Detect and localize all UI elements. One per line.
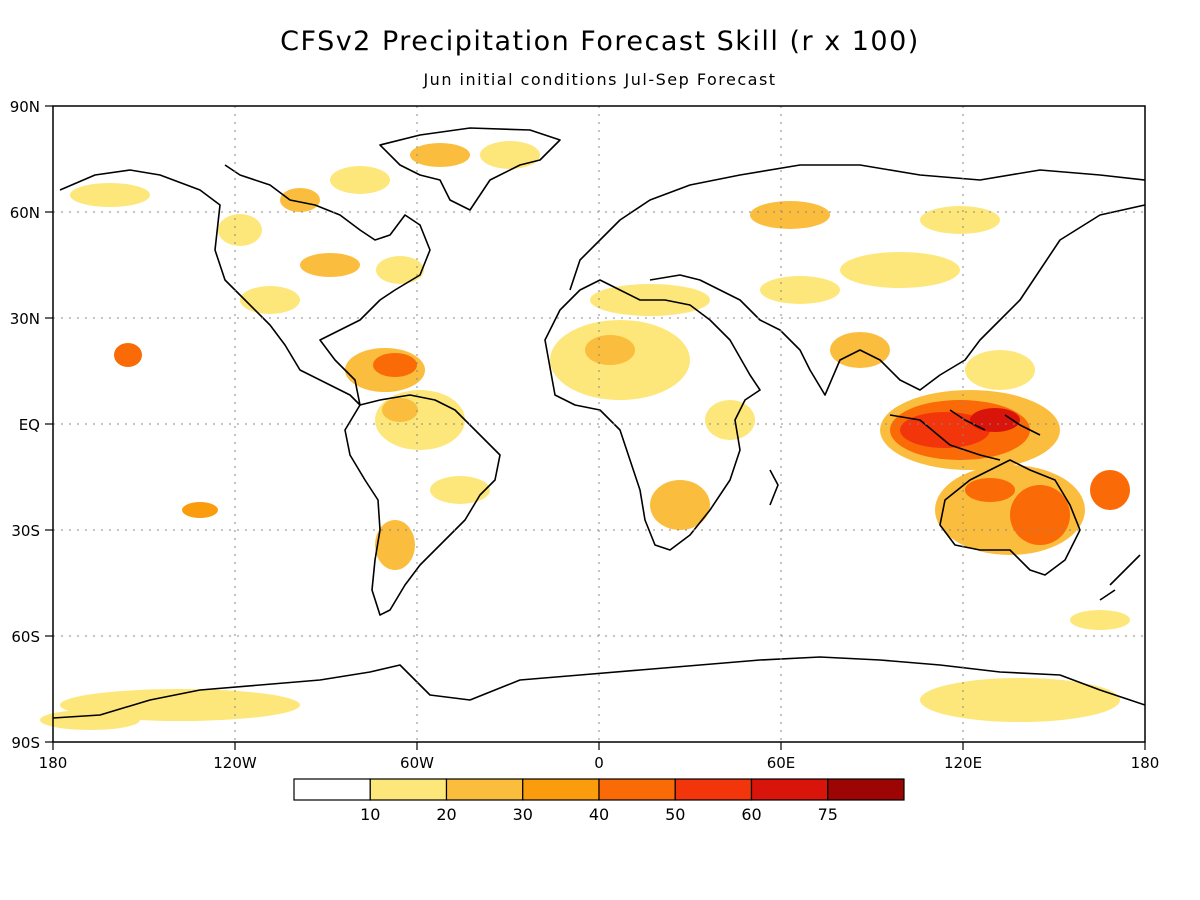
colorbar-label: 75 bbox=[818, 805, 838, 824]
skill-patch bbox=[280, 188, 320, 212]
coastline-antarctica bbox=[52, 656, 1146, 719]
lat-label: 60S bbox=[11, 628, 40, 646]
skill-patch bbox=[40, 710, 140, 730]
coastline-madagascar bbox=[769, 469, 779, 506]
skill-patch bbox=[430, 476, 490, 504]
colorbar-swatch bbox=[674, 778, 753, 801]
skill-patch bbox=[410, 143, 470, 167]
lon-label: 180 bbox=[1131, 754, 1160, 772]
skill-patch bbox=[218, 214, 262, 246]
axis-ticks bbox=[45, 105, 1146, 750]
skill-patch bbox=[705, 400, 755, 440]
skill-patch bbox=[182, 502, 218, 518]
map-panel: 90N 60N 30N EQ 30S 60S 90S 180 120W 60W … bbox=[10, 98, 1160, 772]
skill-patch bbox=[480, 141, 540, 169]
lat-label: 30S bbox=[11, 522, 40, 540]
colorbar-swatch bbox=[827, 778, 905, 801]
skill-patch bbox=[920, 678, 1120, 722]
longitude-labels: 180 120W 60W 0 60E 120E 180 bbox=[39, 754, 1160, 772]
coastline-north-america bbox=[59, 164, 431, 406]
coastline-south-america bbox=[344, 394, 501, 616]
skill-patch bbox=[585, 335, 635, 365]
lat-label: 90N bbox=[10, 98, 40, 116]
colorbar-swatch bbox=[750, 778, 829, 801]
skill-patch bbox=[1090, 470, 1130, 510]
lat-label: 90S bbox=[11, 734, 40, 752]
lon-label: 120W bbox=[213, 754, 257, 772]
lat-label: 30N bbox=[10, 310, 40, 328]
lat-label: EQ bbox=[19, 416, 40, 434]
skill-patch bbox=[382, 398, 418, 422]
colorbar-label: 20 bbox=[436, 805, 456, 824]
skill-patch bbox=[300, 253, 360, 277]
coastline-indonesia bbox=[889, 409, 1041, 461]
skill-patch bbox=[840, 252, 960, 288]
coastline-eurasia bbox=[569, 164, 1146, 396]
skill-patch bbox=[114, 343, 142, 367]
coastlines bbox=[52, 127, 1146, 719]
skill-patch bbox=[750, 201, 830, 229]
map-title: CFSv2 Precipitation Forecast Skill (r x … bbox=[280, 26, 920, 57]
colorbar-label: 30 bbox=[513, 805, 533, 824]
skill-patch bbox=[373, 353, 417, 377]
skill-patch bbox=[376, 256, 424, 284]
lon-label: 60W bbox=[400, 754, 434, 772]
coastline-greenland bbox=[379, 127, 561, 211]
lon-label: 0 bbox=[594, 754, 604, 772]
colorbar-swatch bbox=[598, 778, 676, 801]
colorbar-swatch bbox=[522, 778, 600, 801]
skill-patch bbox=[965, 350, 1035, 390]
skill-patch bbox=[970, 408, 1020, 432]
colorbar-swatch bbox=[445, 778, 524, 801]
skill-patch bbox=[650, 480, 710, 530]
colorbar-swatch bbox=[293, 778, 371, 801]
skill-patch bbox=[375, 520, 415, 570]
graticule bbox=[53, 106, 1145, 742]
coastline-africa-europe bbox=[544, 279, 761, 551]
colorbar-swatch bbox=[369, 778, 448, 801]
colorbar-label: 50 bbox=[665, 805, 685, 824]
skill-patch bbox=[920, 206, 1000, 234]
skill-patch bbox=[1070, 610, 1130, 630]
coastline-australia bbox=[939, 459, 1081, 576]
colorbar-label: 40 bbox=[589, 805, 609, 824]
skill-patch bbox=[330, 166, 390, 194]
skill-patch bbox=[965, 478, 1015, 502]
skill-patch bbox=[70, 183, 150, 207]
skill-field bbox=[40, 141, 1130, 730]
lon-label: 180 bbox=[39, 754, 68, 772]
coastline-new-zealand bbox=[1099, 554, 1141, 601]
skill-patch bbox=[1010, 485, 1070, 545]
skill-patch bbox=[760, 276, 840, 304]
lat-label: 60N bbox=[10, 204, 40, 222]
colorbar: 10 20 30 40 50 60 75 bbox=[293, 778, 905, 824]
map-subtitle: Jun initial conditions Jul-Sep Forecast bbox=[423, 70, 777, 89]
latitude-labels: 90N 60N 30N EQ 30S 60S 90S bbox=[10, 98, 40, 752]
colorbar-label: 10 bbox=[360, 805, 380, 824]
lon-label: 60E bbox=[767, 754, 796, 772]
colorbar-label: 60 bbox=[741, 805, 761, 824]
lon-label: 120E bbox=[944, 754, 982, 772]
skill-patch bbox=[240, 286, 300, 314]
